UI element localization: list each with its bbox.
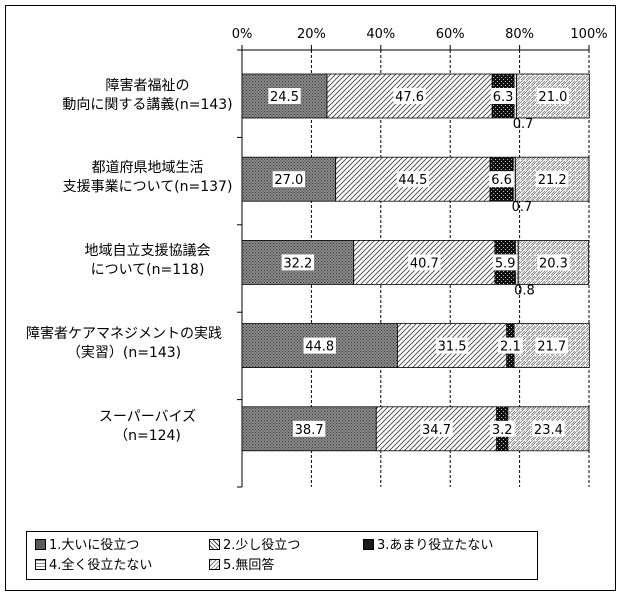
data-label: 40.7 — [410, 256, 439, 271]
legend-swatch-grid — [35, 559, 46, 570]
data-label: 6.6 — [491, 173, 512, 188]
data-label: 34.7 — [422, 423, 451, 438]
data-label: 47.6 — [395, 90, 424, 105]
data-label-bg — [490, 88, 516, 104]
tick-labels-layer: 0% 20% 40% 60% 80% 100% — [232, 27, 608, 42]
data-label: 27.0 — [274, 173, 303, 188]
data-label: 0.8 — [514, 283, 535, 298]
category-label: 都道府県地域生活 支援事業について(n=137) — [62, 160, 233, 195]
x-tick-label: 40% — [366, 27, 395, 42]
category-label: 障害者ケアマネジメントの実践 （実習）(n=143) — [26, 326, 222, 361]
data-label: 23.4 — [534, 423, 563, 438]
data-label-bg — [272, 171, 306, 188]
category-label: 地域自立支援協議会 について(n=118) — [84, 243, 211, 278]
x-tick-label: 20% — [297, 27, 326, 42]
data-label-bg — [489, 420, 515, 437]
data-label: 21.7 — [537, 340, 566, 355]
data-label: 6.3 — [493, 90, 514, 105]
data-label: 38.7 — [295, 423, 324, 438]
data-label-bg — [536, 88, 570, 104]
legend-swatch-dark — [363, 539, 374, 550]
data-label-bg — [396, 171, 430, 188]
legend-swatch-dense — [35, 539, 46, 550]
data-label-bg — [292, 420, 326, 437]
data-label: 2.1 — [500, 340, 521, 355]
data-label-bg — [498, 337, 523, 354]
data-label: 31.5 — [438, 340, 467, 355]
data-label-bg — [489, 171, 514, 188]
legend: 1.大いに役立つ 2.少し役立つ 3.あまり役立たない 4.全く役立たない 5.… — [26, 531, 538, 580]
data-label: 20.3 — [539, 256, 568, 271]
category-label: 障害者福祉の 動向に関する講義(n=143) — [62, 78, 233, 113]
category-label: スーパーバイズ （n=124) — [98, 409, 197, 444]
data-label: 5.9 — [495, 256, 516, 271]
legend-swatch-diagonal — [209, 539, 220, 550]
data-label-bg — [535, 337, 568, 354]
x-tick-label: 0% — [232, 27, 253, 42]
legend-item: 4.全く役立たない — [35, 558, 152, 574]
data-label-bg — [281, 254, 315, 271]
data-label: 0.7 — [513, 117, 534, 132]
legend-item: 3.あまり役立たない — [363, 538, 493, 554]
data-label-bg — [268, 88, 301, 104]
legend-swatch-hatch — [209, 559, 220, 570]
x-tick-label: 60% — [436, 27, 465, 42]
data-label-bg — [537, 254, 570, 271]
data-label: 44.5 — [398, 173, 427, 188]
data-label: 21.0 — [538, 90, 567, 105]
data-label-bg — [393, 88, 426, 104]
value-labels-layer: 24.5 47.6 6.30.721.027.0 44.5 6.60.721.232.2… — [268, 88, 570, 438]
data-label: 21.2 — [538, 173, 567, 188]
data-label-bg — [532, 420, 565, 437]
data-label-bg — [303, 337, 336, 354]
legend-item: 2.少し役立つ — [209, 538, 300, 554]
legend-item: 5.無回答 — [209, 558, 274, 574]
legend-item: 1.大いに役立つ — [35, 538, 139, 554]
data-label: 32.2 — [283, 256, 312, 271]
data-label-bg — [536, 171, 569, 188]
data-label-bg — [420, 420, 453, 437]
data-label-bg — [435, 337, 469, 354]
x-tick-label: 80% — [505, 27, 534, 42]
data-label: 44.8 — [305, 340, 334, 355]
data-label-bg — [492, 254, 518, 271]
data-label: 3.2 — [492, 423, 513, 438]
data-label-bg — [408, 254, 441, 271]
chart-frame — [5, 5, 616, 591]
x-tick-label: 100% — [570, 27, 607, 42]
data-label: 24.5 — [270, 90, 299, 105]
data-label: 0.7 — [512, 200, 533, 215]
